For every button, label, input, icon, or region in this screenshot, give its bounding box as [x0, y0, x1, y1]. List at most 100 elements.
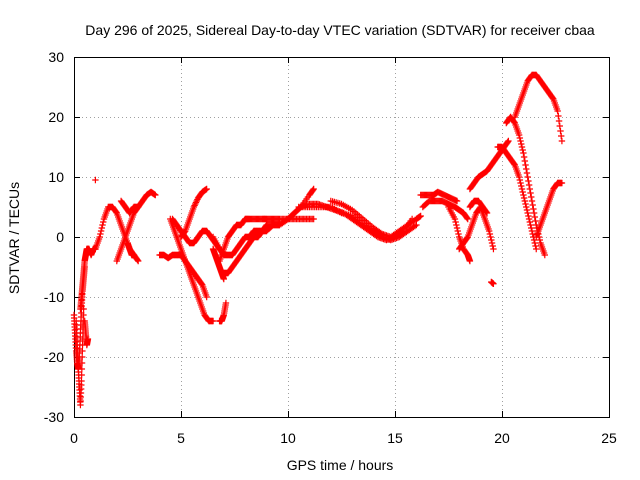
data-point — [528, 224, 535, 232]
series-mid-e — [209, 245, 227, 283]
y-axis-label: SDTVAR / TECUs — [6, 182, 22, 294]
data-point — [79, 353, 86, 361]
series-late-2 — [419, 197, 471, 223]
data-point — [523, 203, 530, 211]
data-point — [135, 203, 142, 211]
series-arc-3 — [117, 197, 142, 217]
data-point — [522, 200, 529, 208]
series-late-7 — [494, 143, 540, 253]
data-point — [521, 197, 529, 205]
data-point — [525, 177, 532, 185]
x-tick-label: 20 — [494, 430, 510, 446]
data-point — [92, 176, 99, 184]
series-band-1 — [216, 185, 317, 265]
data-point — [549, 94, 556, 102]
data-point — [515, 131, 523, 139]
data-point — [97, 230, 104, 238]
data-point — [527, 189, 534, 197]
data-point — [524, 209, 531, 217]
y-tick-label: -30 — [44, 409, 64, 425]
y-tick-label: 30 — [48, 49, 64, 65]
series-mid-b — [156, 251, 210, 301]
data-point — [504, 138, 511, 146]
y-tick-label: 10 — [48, 169, 64, 185]
y-tick-label: 20 — [48, 109, 64, 125]
data-point — [516, 176, 524, 184]
data-point — [209, 317, 217, 325]
data-point — [411, 222, 419, 230]
series-early-drop — [70, 263, 88, 373]
data-point — [222, 299, 230, 307]
data-point — [520, 153, 528, 161]
data-point — [485, 227, 493, 235]
data-point — [557, 127, 564, 135]
data-point — [190, 203, 198, 211]
data-point — [79, 347, 86, 355]
data-point — [463, 234, 471, 242]
data-point — [541, 251, 548, 259]
data-point — [555, 112, 562, 120]
data-point — [529, 230, 536, 238]
data-point — [528, 193, 535, 201]
data-point — [451, 215, 459, 223]
series-wave-3 — [327, 197, 424, 241]
data-point — [554, 107, 561, 115]
x-tick-label: 10 — [280, 430, 296, 446]
data-point — [558, 132, 565, 140]
data-point — [78, 359, 86, 367]
series-band-3 — [209, 215, 317, 259]
data-point — [523, 169, 531, 177]
y-tick-label: -10 — [44, 289, 64, 305]
data-point — [309, 186, 317, 194]
data-point — [192, 200, 199, 208]
data-point — [519, 146, 526, 154]
data-point — [490, 280, 497, 287]
data-point — [510, 118, 518, 126]
data-point — [528, 197, 536, 205]
data-point — [519, 188, 526, 196]
data-point — [523, 165, 530, 173]
data-point — [555, 117, 563, 125]
data-point — [531, 239, 539, 247]
data-point — [490, 245, 497, 253]
data-points — [70, 71, 566, 409]
data-point — [130, 251, 138, 259]
x-tick-label: 25 — [601, 430, 617, 446]
data-point — [453, 224, 461, 232]
data-point — [112, 208, 120, 216]
data-point — [510, 160, 518, 168]
data-point — [463, 214, 471, 222]
data-point — [517, 137, 524, 145]
data-point — [454, 227, 461, 235]
data-point — [193, 197, 200, 205]
x-axis-label: GPS time / hours — [287, 457, 394, 473]
series-late-10 — [533, 179, 566, 241]
data-point — [515, 173, 523, 181]
data-point — [483, 209, 491, 217]
data-point — [520, 191, 527, 199]
data-point — [536, 236, 544, 244]
data-point — [530, 205, 537, 213]
data-point — [488, 239, 496, 247]
series-late-6 — [466, 137, 512, 193]
data-point — [488, 236, 495, 244]
data-point — [520, 149, 527, 157]
series-arc-4 — [124, 239, 138, 259]
data-point — [310, 215, 317, 223]
data-point — [517, 179, 524, 187]
data-point — [452, 218, 459, 226]
data-point — [191, 202, 198, 209]
data-point — [466, 257, 474, 265]
series-early-outlier — [92, 176, 99, 184]
x-tick-label: 5 — [177, 430, 185, 446]
data-point — [532, 242, 539, 250]
data-point — [198, 280, 205, 288]
data-point — [310, 185, 317, 193]
data-point — [486, 230, 494, 238]
data-point — [203, 293, 210, 301]
data-point — [487, 233, 494, 241]
series-late-1 — [417, 188, 461, 205]
data-point — [530, 209, 538, 217]
data-point — [518, 182, 525, 190]
